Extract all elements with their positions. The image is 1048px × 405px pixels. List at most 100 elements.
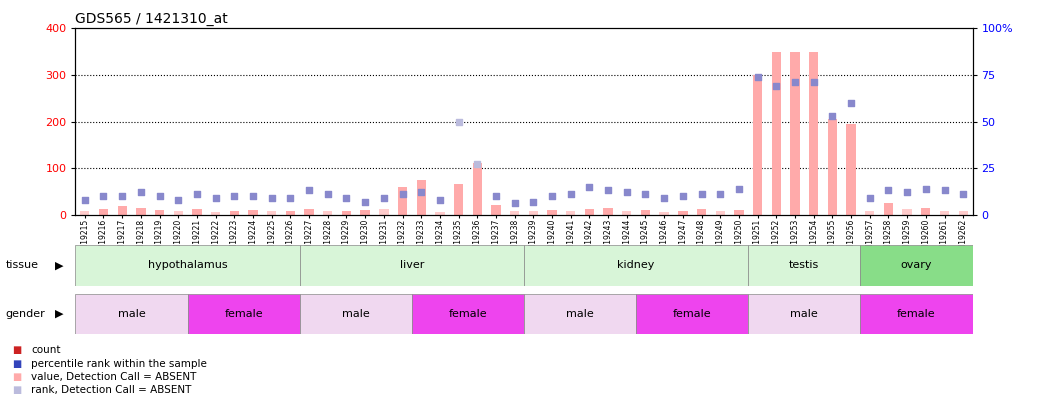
Bar [155,210,165,215]
Point [787,79,804,85]
Point [77,196,93,203]
Point [487,193,504,199]
Bar [752,75,762,215]
Bar [678,211,687,215]
Point [880,187,897,194]
Bar [524,294,636,334]
Bar [398,187,408,215]
Bar [80,211,89,215]
Point [544,193,561,199]
Bar [211,212,220,215]
Point [712,191,728,197]
Bar [865,211,874,215]
Point [451,118,467,125]
Bar [883,203,893,215]
Point [525,198,542,205]
Bar [528,211,538,215]
Bar [790,52,800,215]
Bar [828,119,837,215]
Text: ■: ■ [13,386,22,395]
Text: female: female [449,309,487,319]
Bar [524,245,748,286]
Bar [267,211,277,215]
Point [114,193,131,199]
Bar [492,205,501,215]
Point [320,191,336,197]
Text: ■: ■ [13,359,22,369]
Bar [323,211,332,215]
Point [581,183,597,190]
Bar [921,208,931,215]
Point [637,191,654,197]
Bar [99,209,108,215]
Text: value, Detection Call = ABSENT: value, Detection Call = ABSENT [31,372,197,382]
Point [506,200,523,207]
Text: rank, Detection Call = ABSENT: rank, Detection Call = ABSENT [31,386,192,395]
Bar [659,212,669,215]
Bar [604,208,613,215]
Text: percentile rank within the sample: percentile rank within the sample [31,359,208,369]
Bar [697,209,706,215]
Point [563,191,580,197]
Bar [361,210,370,215]
Text: kidney: kidney [617,260,655,270]
Bar [300,245,524,286]
Point [339,195,355,201]
Point [151,193,168,199]
Bar [435,212,444,215]
Bar [510,211,520,215]
Point [208,195,224,201]
Bar [136,208,146,215]
Bar [75,294,188,334]
Text: male: male [566,309,594,319]
Bar [860,294,973,334]
Point [917,185,934,192]
Text: ▶: ▶ [54,260,63,270]
Point [730,185,747,192]
Text: ■: ■ [13,372,22,382]
Text: ■: ■ [13,345,22,355]
Bar [342,211,351,215]
Bar [748,245,860,286]
Point [226,193,243,199]
Point [244,193,261,199]
Point [263,195,280,201]
Text: female: female [224,309,263,319]
Point [432,196,449,203]
Point [468,161,485,168]
Bar [860,245,973,286]
Text: ▶: ▶ [54,309,63,319]
Point [805,79,822,85]
Bar [566,211,575,215]
Text: male: male [790,309,818,319]
Bar [940,211,949,215]
Point [656,195,673,201]
Bar [174,211,183,215]
Text: female: female [673,309,712,319]
Point [936,187,953,194]
Point [95,193,112,199]
Bar [735,210,744,215]
Point [899,189,916,196]
Point [955,191,971,197]
Bar [230,211,239,215]
Point [861,195,878,201]
Point [693,191,709,197]
Bar [379,209,389,215]
Bar [636,294,748,334]
Bar [248,210,258,215]
Bar [771,52,781,215]
Bar [547,210,556,215]
Bar [716,211,725,215]
Text: liver: liver [399,260,424,270]
Bar [748,294,860,334]
Point [301,187,318,194]
Bar [286,211,296,215]
Bar [847,124,856,215]
Text: male: male [342,309,370,319]
Point [618,189,635,196]
Point [599,187,616,194]
Text: testis: testis [789,260,820,270]
Bar [412,294,524,334]
Bar [416,180,425,215]
